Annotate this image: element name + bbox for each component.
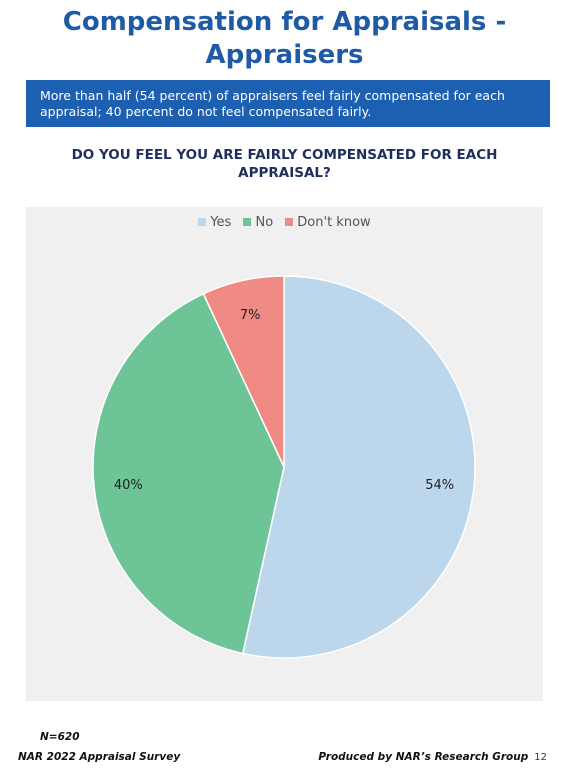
legend-item-no: No	[243, 215, 273, 230]
legend-label-yes: Yes	[210, 215, 232, 230]
chart-legend: Yes No Don't know	[26, 215, 543, 230]
legend-swatch-dont-know	[285, 218, 294, 226]
pie-slice-no	[92, 292, 285, 655]
legend-swatch-yes	[198, 218, 207, 226]
page-title: Compensation for Appraisals - Appraisers	[0, 6, 569, 72]
chart-question: DO YOU FEEL YOU ARE FAIRLY COMPENSATED F…	[40, 146, 529, 182]
legend-swatch-no	[243, 218, 252, 226]
pie-label-no: 40%	[114, 478, 143, 493]
summary-line-1: More than half (54 percent) of appraiser…	[40, 88, 505, 103]
legend-label-no: No	[255, 215, 274, 230]
summary-banner: More than half (54 percent) of appraiser…	[26, 80, 550, 127]
legend-item-dont-know: Don't know	[285, 215, 371, 230]
chart-panel: Yes No Don't know 54% 40% 7%	[26, 207, 543, 701]
pie-slice-dont-know	[202, 275, 285, 468]
survey-name: NAR 2022 Appraisal Survey	[18, 751, 181, 763]
title-line-1: Compensation for Appraisals -	[62, 7, 507, 37]
summary-line-2: appraisal; 40 percent do not feel compen…	[40, 104, 372, 119]
legend-item-yes: Yes	[198, 215, 231, 230]
producer-credit: Produced by NAR’s Research Group	[318, 751, 529, 763]
title-line-2: Appraisers	[205, 40, 364, 70]
pie-chart: 54% 40% 7%	[92, 275, 476, 659]
pie-label-yes: 54%	[425, 478, 454, 493]
pie-slice-yes	[241, 275, 476, 659]
legend-label-dont-know: Don't know	[297, 215, 371, 230]
question-line-2: APPRAISAL?	[238, 165, 331, 181]
footer-credit: Produced by NAR’s Research Group 12	[318, 751, 547, 763]
pie-label-dont-know: 7%	[240, 308, 261, 323]
sample-size: N=620	[40, 731, 80, 743]
page-number: 12	[534, 752, 547, 763]
question-line-1: DO YOU FEEL YOU ARE FAIRLY COMPENSATED F…	[71, 147, 498, 163]
